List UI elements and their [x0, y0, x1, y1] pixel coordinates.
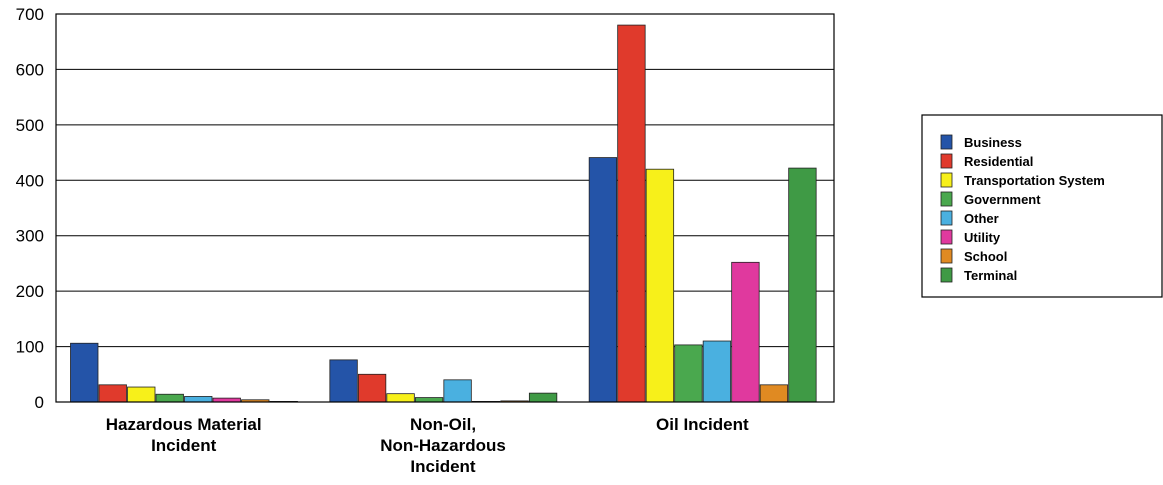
bar-transportation-system [386, 393, 415, 403]
bar-government [414, 397, 444, 403]
plot-frame [55, 13, 835, 403]
x-category-label-line: Non-Oil, [410, 415, 476, 434]
y-tick-label: 200 [16, 282, 44, 301]
bar-school [759, 384, 789, 403]
x-category-label-line: Hazardous Material [106, 415, 262, 434]
y-tick-label: 600 [16, 60, 44, 79]
bar-residential [357, 373, 387, 403]
legend-label: Government [964, 192, 1041, 207]
bars [70, 24, 817, 403]
gridlines [56, 13, 834, 403]
x-category-label: Non-Oil, Non-Hazardous Incident [380, 415, 506, 476]
legend-label: Terminal [964, 268, 1017, 283]
y-tick-label: 100 [16, 338, 44, 357]
bar-terminal [788, 167, 817, 403]
bar-other [443, 379, 472, 403]
bar-transportation-system [127, 386, 156, 403]
x-category-label: Hazardous Material Incident [106, 415, 262, 455]
legend-swatch [940, 134, 953, 150]
x-category-label-line: Non-Hazardous [380, 436, 506, 455]
legend-label: Residential [964, 154, 1033, 169]
x-category-label-line: Oil Incident [656, 415, 749, 434]
bar-business [70, 342, 99, 403]
legend-box [921, 114, 1163, 298]
legend-label: Transportation System [964, 173, 1105, 188]
bar-government [674, 344, 703, 403]
x-category-label: Oil Incident [656, 415, 749, 434]
legend-swatch [940, 153, 953, 169]
bar-business [588, 157, 618, 403]
bar-residential [98, 384, 127, 403]
y-tick-label: 500 [16, 116, 44, 135]
y-tick-label: 300 [16, 227, 44, 246]
legend-swatch [940, 229, 953, 245]
legend: Business Residential Transportation System… [921, 114, 1163, 298]
bar-other [702, 340, 732, 403]
legend-swatch [940, 267, 953, 283]
x-category-label-line: Incident [151, 436, 217, 455]
bar-terminal [528, 392, 558, 403]
legend-label: Other [964, 211, 999, 226]
legend-swatch [940, 172, 953, 188]
y-tick-label: 400 [16, 171, 44, 190]
legend-label: Business [964, 135, 1022, 150]
legend-label: School [964, 249, 1007, 264]
y-tick-label: 0 [35, 393, 44, 412]
bar-transportation-system [645, 168, 675, 403]
y-axis: 0 100 200 300 400 500 600 700 [16, 5, 44, 412]
bar-business [329, 359, 358, 403]
bar-residential [617, 24, 646, 403]
legend-swatch [940, 248, 953, 264]
x-category-label-line: Incident [410, 457, 476, 476]
x-axis: Hazardous Material Incident Non-Oil, Non-Ha… [106, 415, 749, 476]
y-tick-label: 700 [16, 5, 44, 24]
bar-utility [731, 261, 760, 403]
legend-label: Utility [964, 230, 1001, 245]
legend-swatch [940, 210, 953, 226]
legend-swatch [940, 191, 953, 207]
bar-government [155, 393, 184, 403]
bar-other [184, 396, 213, 403]
